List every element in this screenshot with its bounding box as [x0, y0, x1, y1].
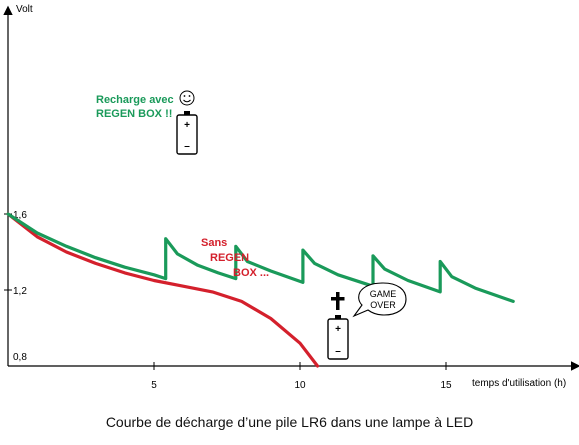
dead-battery-minus: –	[335, 346, 341, 357]
series-layer	[6, 212, 515, 368]
x-tick-label: 5	[151, 380, 157, 391]
dead-battery-icon: + –	[327, 315, 349, 360]
speech-bubble: GAME OVER	[352, 282, 407, 318]
y-axis-title: Volt	[16, 4, 33, 15]
green-label-line1: Recharge avec	[96, 94, 174, 106]
chart-caption: Courbe de décharge d’une pile LR6 dans u…	[105, 414, 474, 430]
bubble-line2: OVER	[370, 300, 396, 310]
battery-plus: +	[184, 120, 190, 131]
battery-minus: –	[184, 141, 190, 152]
green-label-line2: REGEN BOX !!	[96, 108, 172, 120]
bubble-line1: GAME	[370, 289, 397, 299]
x-axis-title: temps d'utilisation (h)	[472, 378, 566, 389]
x-tick-label: 15	[440, 380, 452, 391]
y-tick-label: 0,8	[13, 352, 27, 363]
y-tick-label: 1,6	[13, 210, 27, 221]
red-label-line2: REGEN	[210, 252, 249, 264]
cross-icon	[331, 292, 345, 310]
x-ticks: 5 10 15	[151, 362, 452, 391]
series-line-without-regen	[6, 212, 320, 368]
series-line-with-regen	[6, 212, 515, 303]
red-label-line3: BOX ...	[233, 267, 269, 279]
y-tick-label: 1,2	[13, 286, 27, 297]
battery-icon: + –	[176, 111, 198, 155]
x-tick-label: 10	[294, 380, 306, 391]
dead-battery-plus: +	[335, 324, 341, 335]
smiley-icon	[179, 90, 195, 106]
red-label-line1: Sans	[201, 237, 227, 249]
